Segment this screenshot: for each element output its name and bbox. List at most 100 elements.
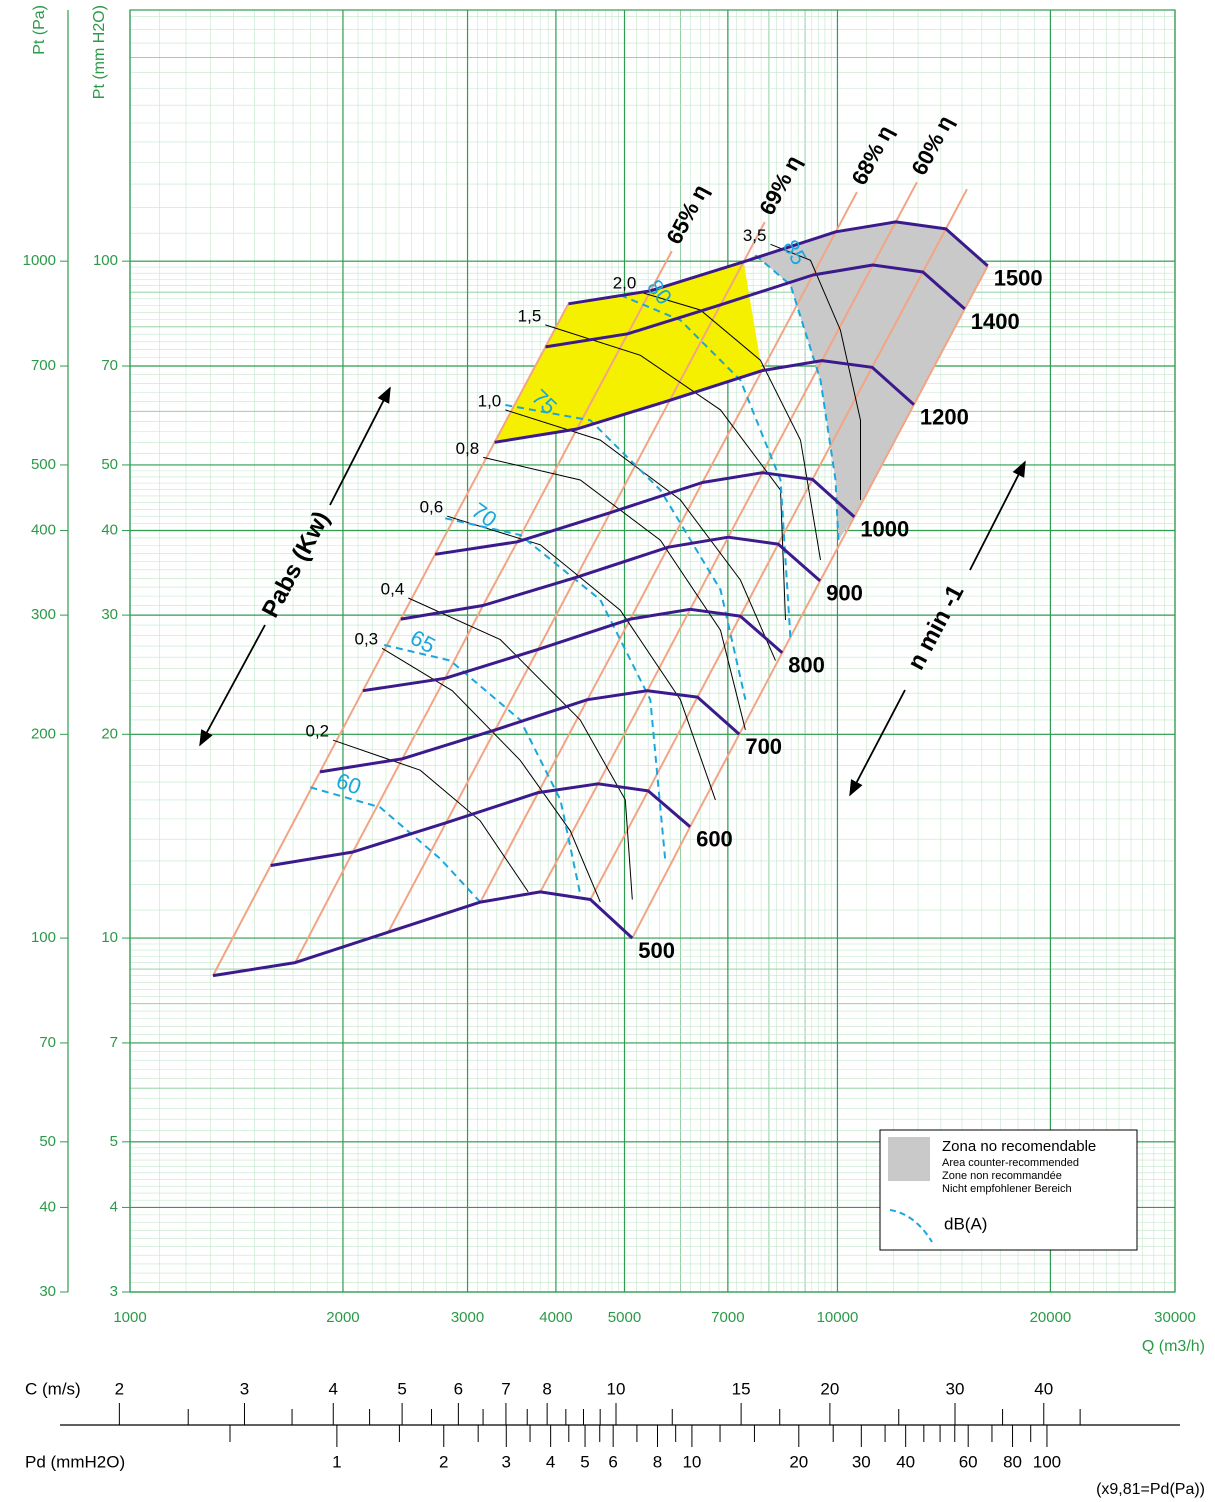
db-line [444,517,667,861]
c-tick-label: 40 [1034,1379,1053,1398]
x-tick-label: 20000 [1030,1309,1072,1326]
pd-tick-label: 30 [852,1452,871,1471]
arrow [329,386,391,506]
speed-axis-label: n min -1 [902,580,969,674]
legend-db-swatch [889,1209,933,1243]
speed-label: 900 [826,581,863,606]
speed-label: 1000 [860,517,909,542]
y-tick-label: 3 [110,1283,118,1300]
lines [212,181,989,978]
speed-curve [434,471,856,556]
x-tick-label: 5000 [608,1309,641,1326]
speed-curve [362,607,784,693]
grid [60,9,1176,1293]
speed-curve [319,689,741,774]
c-scale-title: C (m/s) [25,1379,81,1398]
power-line [408,597,633,900]
y2-tick-label: 1000 [23,252,56,269]
legend-db-label: dB(A) [944,1214,987,1233]
c-tick-label: 5 [397,1379,406,1398]
power-label: 0,3 [355,630,379,649]
efficiency-label: 68% η [846,121,898,189]
legend-title: Zona no recomendable [942,1138,1096,1155]
speed-curve [400,535,822,621]
x-tick-label: 30000 [1154,1309,1196,1326]
power-label: 0,6 [420,498,444,517]
power-label: 0,8 [456,439,480,458]
x-tick-label: 7000 [711,1309,744,1326]
pd-tick-label: 1 [332,1452,341,1471]
y-tick-label: 5 [110,1133,118,1150]
c-tick-label: 30 [946,1379,965,1398]
power-line [447,515,716,801]
pd-tick-label: 4 [546,1452,555,1471]
arrow [969,460,1026,571]
c-tick-label: 6 [454,1379,463,1398]
y2-tick-label: 40 [39,1198,56,1215]
c-tick-label: 2 [115,1379,124,1398]
c-tick-label: 20 [820,1379,839,1398]
power-label: 0,2 [305,722,329,741]
efficiency-label: 60% η [906,111,958,179]
efficiency-line [539,181,918,893]
pd-scale-title: Pd (mmH2O) [25,1452,125,1471]
pd-tick-label: 20 [789,1452,808,1471]
power-line [505,409,776,661]
y-tick-label: 40 [101,522,118,539]
x-tick-label: 1000 [113,1309,146,1326]
power-axis-label: Pabs (Kw) [257,507,335,622]
db-label: 70 [467,498,502,533]
y2-tick-label: 70 [39,1034,56,1051]
speed-label: 1500 [994,266,1043,291]
speed-curve [568,220,989,306]
pd-tick-label: 80 [1003,1452,1022,1471]
db-line [383,644,582,895]
db-line [505,404,747,700]
y2-tick-label: 30 [39,1283,56,1300]
power-label: 0,4 [381,579,405,598]
y-tick-label: 100 [93,252,118,269]
y-axis-title: Pt (mm H2O) [91,5,108,99]
labels: 1000 2000 3000 4000 5000 7000 10000 20000 30000 3… [23,111,1196,1326]
x-tick-label: 3000 [451,1309,484,1326]
pd-tick-label: 3 [502,1452,511,1471]
recommended-zone [494,261,762,443]
power-label: 1,0 [478,391,502,410]
y2-axis-title: Pt (Pa) [31,5,48,55]
c-tick-label: 4 [329,1379,338,1398]
speed-label: 500 [638,938,675,963]
efficiency-line [387,221,766,933]
pd-tick-label: 60 [959,1452,978,1471]
speed-curve [270,782,692,867]
power-label: 3,5 [743,226,767,245]
power-line [770,243,861,500]
y-tick-label: 70 [101,357,118,374]
pd-tick-label: 8 [653,1452,662,1471]
legend-text: Area counter-recommended [942,1157,1079,1169]
y-tick-label: 7 [110,1034,118,1051]
arrow [199,624,266,747]
y2-tick-label: 100 [31,929,56,946]
efficiency-label: 65% η [661,180,713,248]
arrow [849,689,906,797]
speed-label: 1200 [920,404,969,429]
y-tick-label: 30 [101,606,118,623]
speed-label: 800 [788,652,825,677]
pd-tick-label: 5 [580,1452,589,1471]
power-label: 2,0 [613,274,637,293]
x-tick-label: 2000 [326,1309,359,1326]
c-tick-label: 7 [501,1379,510,1398]
x-tick-label: 4000 [539,1309,572,1326]
efficiency-line [479,191,858,903]
pd-tick-label: 10 [682,1452,701,1471]
power-line [332,739,529,893]
velocity-scale: 2 3 4 5 6 7 8 10 15 20 30 401 2 3 4 5 6 8 10 20 30 40 60 80 100 [115,1379,1081,1471]
speed-label: 1400 [971,309,1020,334]
scale-note: (x9,81=Pd(Pa)) [1096,1481,1205,1498]
speed-curve [212,890,634,978]
db-line [619,294,792,640]
efficiency-line [589,188,968,900]
legend-swatch [888,1137,930,1181]
efficiency-line [294,250,673,964]
